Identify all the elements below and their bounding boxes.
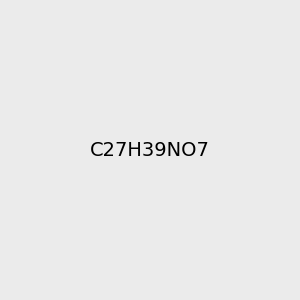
Text: C27H39NO7: C27H39NO7: [90, 140, 210, 160]
